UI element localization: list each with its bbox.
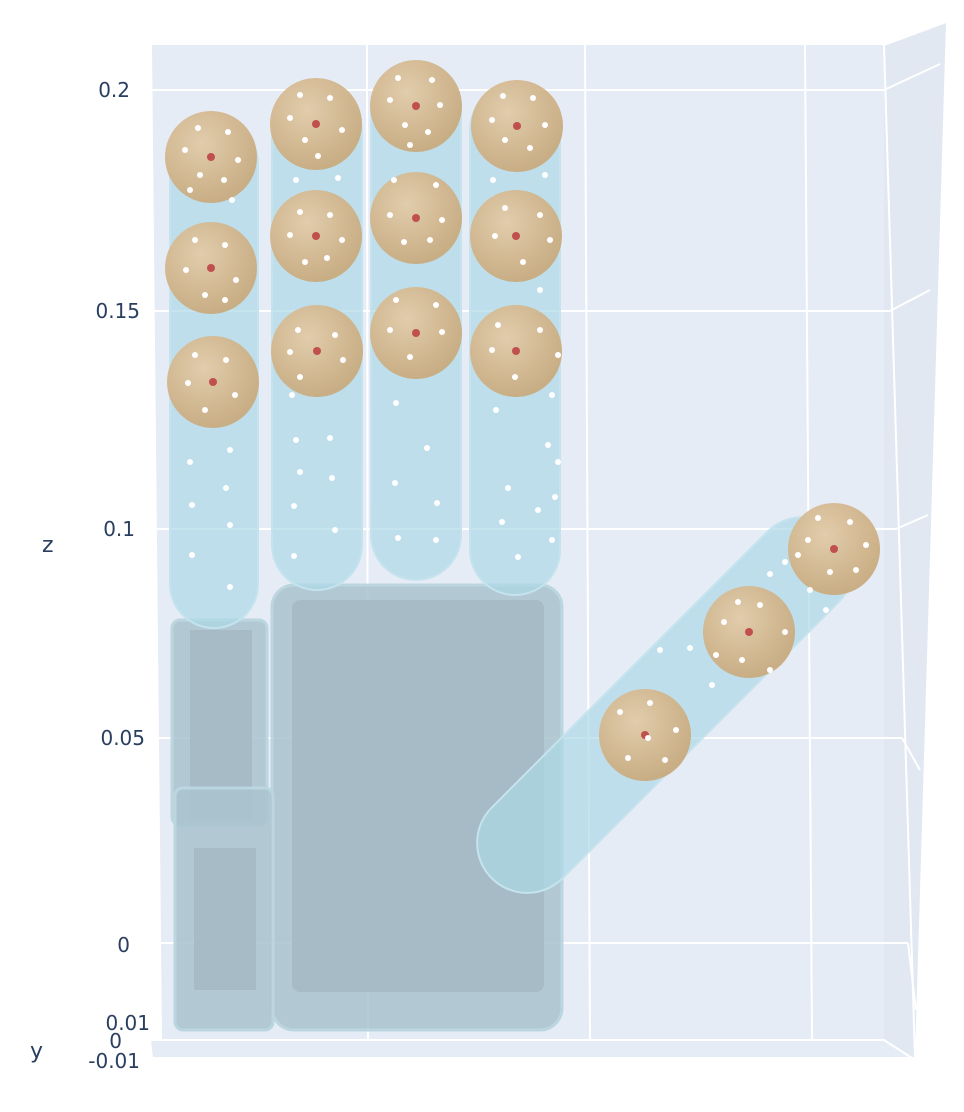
sphere-center (513, 122, 521, 130)
y-tick-label: 0 (109, 1029, 122, 1053)
sphere-centers (207, 102, 838, 739)
sphere-center (745, 628, 753, 636)
sphere-center (209, 378, 217, 386)
sphere-center (412, 214, 420, 222)
scene-side-wall (884, 22, 946, 1058)
sphere-center (313, 347, 321, 355)
z-axis-title: z (42, 533, 54, 558)
y-tick-label: -0.01 (88, 1049, 140, 1073)
sphere-center (312, 232, 320, 240)
palm-box-left-lower-inner (194, 848, 256, 990)
sphere-center (830, 545, 838, 553)
z-tick-label: 0 (117, 933, 130, 957)
scene-floor (148, 1039, 916, 1059)
y-tick-label: 0.01 (105, 1011, 150, 1035)
z-tick-label: 0.1 (103, 517, 135, 541)
y-axis: 0.01 0 -0.01 y (30, 1011, 150, 1073)
sphere-center (312, 120, 320, 128)
sphere-center (207, 153, 215, 161)
point-cloud (182, 75, 869, 763)
z-tick-label: 0.2 (98, 78, 130, 102)
z-tick-label: 0.15 (95, 299, 140, 323)
sphere-center (412, 102, 420, 110)
sphere-center (207, 264, 215, 272)
z-tick-label: 0.05 (100, 726, 145, 750)
y-axis-title: y (30, 1039, 43, 1064)
z-axis: 0.2 0.15 0.1 0.05 0 z (42, 78, 145, 957)
sphere-center (512, 232, 520, 240)
sphere-center (512, 347, 520, 355)
palm[interactable] (170, 583, 564, 1032)
sphere-center (412, 329, 420, 337)
palm-box-inner (292, 600, 544, 992)
